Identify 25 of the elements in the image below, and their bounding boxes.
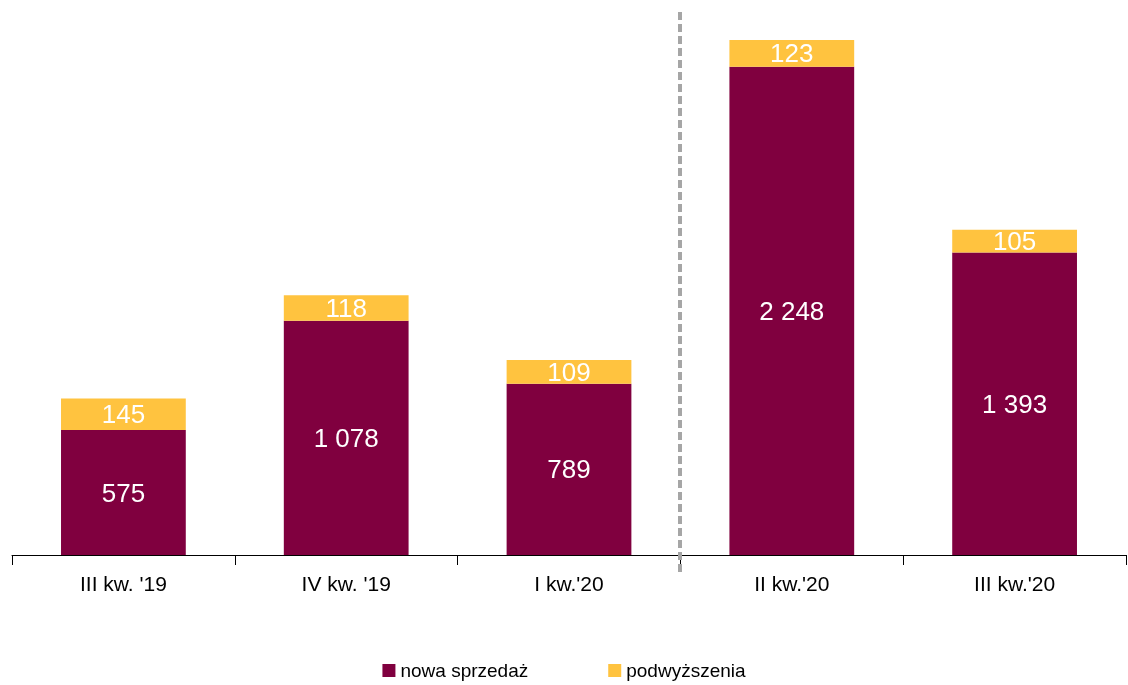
bar	[61, 398, 186, 431]
x-tick-label: II kw.'20	[754, 572, 830, 595]
bar	[283, 295, 409, 321]
legend-label: podwyższenia	[626, 660, 746, 681]
data-label: 789	[547, 454, 591, 485]
data-label: 2 248	[759, 295, 825, 326]
x-tick-label: I kw.'20	[534, 572, 604, 595]
x-tick-label: III kw.'20	[974, 572, 1056, 595]
bar	[952, 252, 1077, 555]
data-label: 109	[547, 356, 591, 387]
data-label: 1 393	[982, 388, 1048, 419]
x-tick-label: III kw. '19	[79, 572, 167, 595]
data-label: 118	[325, 293, 367, 324]
data-label: 123	[770, 38, 814, 69]
bar	[729, 40, 855, 67]
data-label: 1 078	[313, 422, 379, 453]
data-label: 105	[992, 226, 1037, 257]
bar	[283, 320, 409, 555]
data-label: 145	[101, 399, 146, 430]
bar	[506, 383, 632, 555]
legend-label: nowa sprzedaż	[400, 660, 529, 681]
data-label: 575	[101, 477, 146, 508]
x-tick-label: IV kw. '19	[301, 572, 391, 595]
bar	[61, 430, 186, 555]
bar	[729, 66, 855, 555]
